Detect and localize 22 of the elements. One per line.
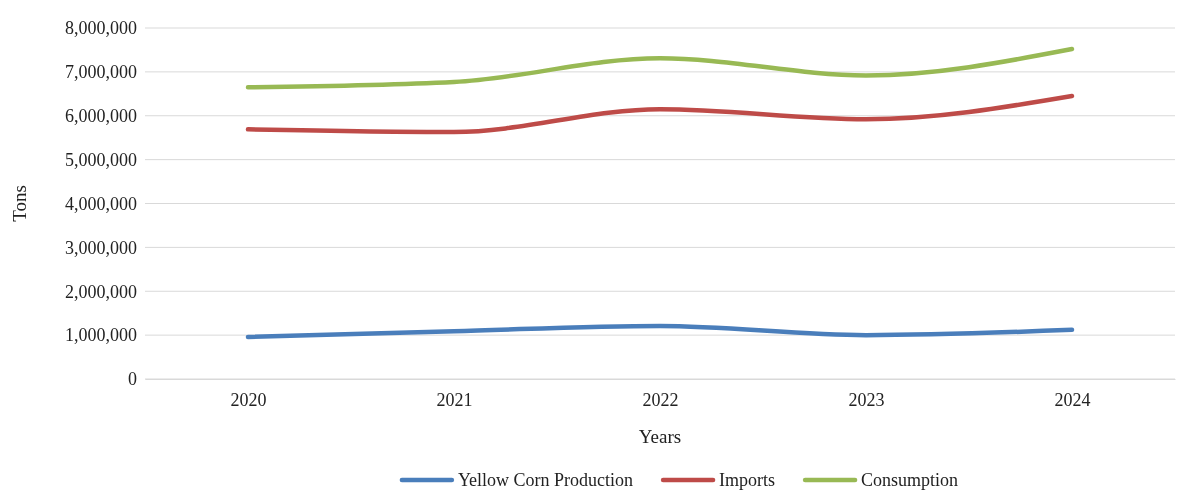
- x-tick-label: 2023: [848, 389, 885, 410]
- y-tick-label: 4,000,000: [65, 193, 137, 214]
- x-tick-label: 2021: [436, 389, 473, 410]
- x-tick-label: 2020: [230, 389, 267, 410]
- y-tick-label: 1,000,000: [65, 325, 137, 346]
- y-tick-label: 5,000,000: [65, 149, 137, 170]
- y-tick-label: 6,000,000: [65, 106, 137, 127]
- x-axis-title: Years: [638, 426, 682, 447]
- legend-label: Imports: [719, 470, 776, 490]
- y-tick-label: 8,000,000: [65, 18, 137, 39]
- y-tick-label: 2,000,000: [65, 281, 137, 302]
- y-tick-label: 7,000,000: [65, 62, 137, 83]
- legend-label: Yellow Corn Production: [457, 470, 634, 490]
- y-tick-label: 0: [128, 369, 137, 390]
- legend-label: Consumption: [861, 470, 959, 490]
- y-axis-title: Tons: [9, 185, 30, 222]
- y-tick-label: 3,000,000: [65, 237, 137, 258]
- line-series: [245, 93, 1075, 135]
- x-tick-label: 2024: [1054, 389, 1091, 410]
- line-series: [245, 46, 1075, 90]
- x-tick-label: 2022: [642, 389, 679, 410]
- line-series: [245, 323, 1075, 340]
